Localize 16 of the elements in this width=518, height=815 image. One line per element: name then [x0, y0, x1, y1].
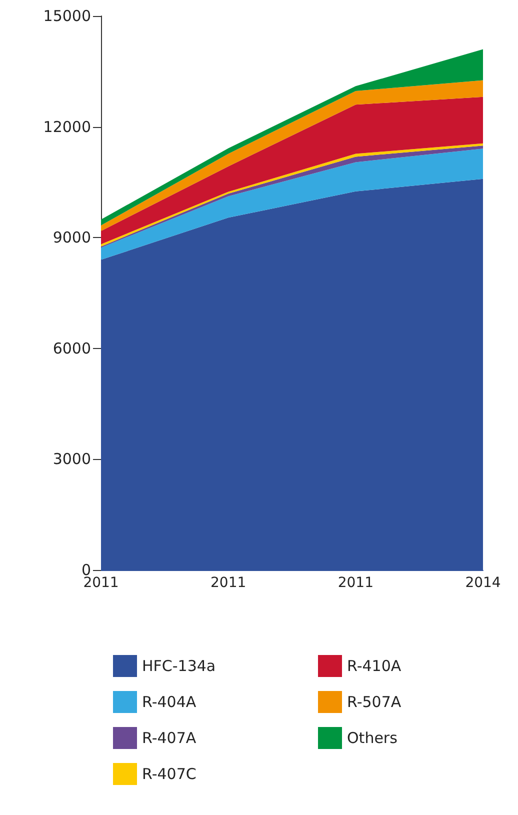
legend-label: R-407A: [142, 729, 197, 747]
y-tick-label: 6000: [52, 339, 91, 358]
y-tick-label: 12000: [43, 118, 91, 136]
x-tick-label: 2011: [338, 575, 374, 591]
y-tick-label: 15000: [43, 7, 91, 25]
legend-label: HFC-134a: [142, 657, 216, 675]
x-tick-label: 2011: [83, 575, 119, 591]
x-tick-label: 2011: [210, 575, 246, 591]
legend-label: Others: [347, 729, 398, 747]
legend-label: R-410A: [347, 657, 402, 675]
x-tick-label: 2014: [465, 575, 501, 591]
legend-label: R-404A: [142, 693, 197, 711]
y-tick-label: 9000: [52, 228, 91, 247]
legend-label: R-507A: [347, 693, 402, 711]
legend-label: R-407C: [142, 765, 196, 783]
y-tick-label: 3000: [52, 450, 91, 468]
